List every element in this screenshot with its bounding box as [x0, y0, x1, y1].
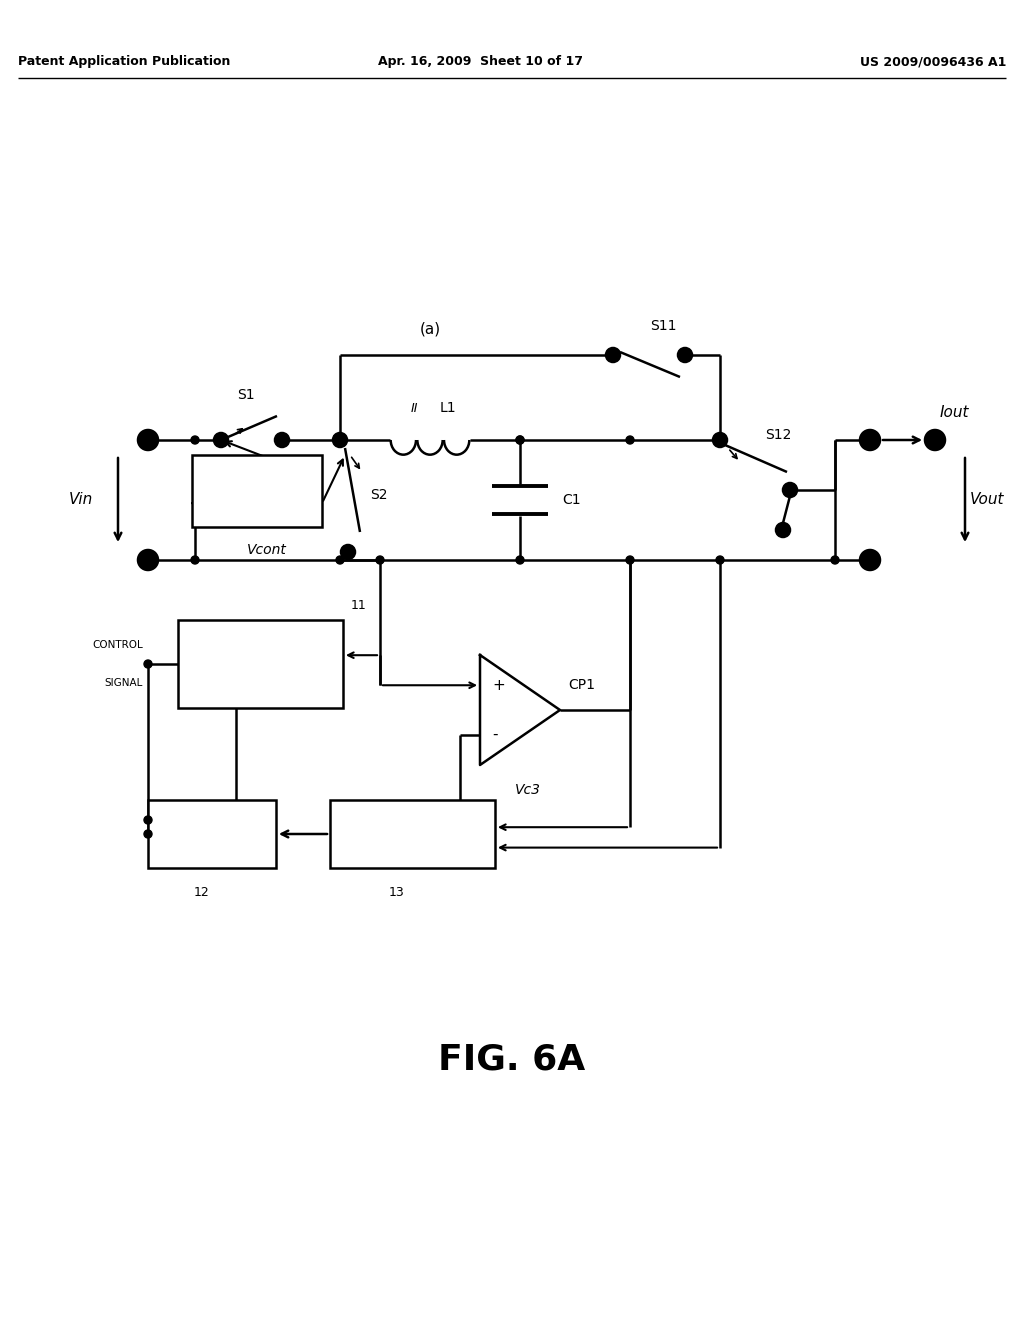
- Circle shape: [516, 556, 524, 564]
- Circle shape: [716, 556, 724, 564]
- Text: DRIVE: DRIVE: [238, 474, 276, 483]
- Text: ON/OFF: ON/OFF: [189, 818, 234, 829]
- Text: US 2009/0096436 A1: US 2009/0096436 A1: [859, 55, 1006, 69]
- Circle shape: [713, 433, 727, 447]
- Text: S11: S11: [650, 319, 677, 333]
- Bar: [330, 800, 495, 869]
- Circle shape: [138, 550, 158, 570]
- Bar: [193, 455, 322, 527]
- Text: Vin: Vin: [69, 492, 93, 507]
- Circle shape: [606, 348, 620, 362]
- Bar: [148, 800, 276, 869]
- Circle shape: [776, 523, 790, 537]
- Circle shape: [860, 550, 880, 570]
- Text: CIRCUIT: CIRCUIT: [389, 847, 435, 858]
- Text: 1: 1: [332, 434, 340, 447]
- Circle shape: [516, 436, 524, 444]
- Text: Iout: Iout: [940, 405, 970, 420]
- Circle shape: [341, 545, 355, 558]
- Text: Patent Application Publication: Patent Application Publication: [18, 55, 230, 69]
- Text: (a): (a): [420, 322, 440, 337]
- Text: S1: S1: [238, 388, 255, 403]
- Circle shape: [333, 433, 347, 447]
- Text: CIRCUIT: CIRCUIT: [232, 498, 282, 508]
- Text: S2: S2: [370, 488, 387, 502]
- Text: +: +: [492, 677, 505, 693]
- Text: L1: L1: [439, 401, 456, 414]
- Text: Vcont: Vcont: [247, 543, 287, 557]
- Circle shape: [275, 433, 289, 447]
- Text: CONTROL: CONTROL: [92, 640, 143, 649]
- Text: 11: 11: [351, 599, 367, 612]
- Circle shape: [516, 436, 524, 444]
- Circle shape: [860, 430, 880, 450]
- Circle shape: [678, 348, 692, 362]
- Text: 13: 13: [389, 886, 404, 899]
- Text: CIRCUIT: CIRCUIT: [188, 841, 236, 851]
- Text: II: II: [411, 401, 418, 414]
- Circle shape: [138, 430, 158, 450]
- Text: CP1: CP1: [568, 678, 595, 692]
- Text: SIGNAL: SIGNAL: [104, 678, 143, 688]
- Text: S12: S12: [765, 428, 792, 442]
- Circle shape: [376, 556, 384, 564]
- Text: Apr. 16, 2009  Sheet 10 of 17: Apr. 16, 2009 Sheet 10 of 17: [378, 55, 583, 69]
- Circle shape: [336, 556, 344, 564]
- Text: Vc3: Vc3: [515, 783, 541, 797]
- Bar: [178, 620, 343, 708]
- Circle shape: [336, 436, 344, 444]
- Text: C1: C1: [562, 492, 581, 507]
- Text: FIG. 6A: FIG. 6A: [438, 1043, 586, 1077]
- Text: -: -: [492, 727, 498, 742]
- Circle shape: [626, 556, 634, 564]
- Text: CURRENT: CURRENT: [384, 812, 439, 821]
- Text: 12: 12: [195, 886, 210, 899]
- Circle shape: [783, 483, 797, 498]
- Circle shape: [144, 660, 152, 668]
- Circle shape: [214, 433, 228, 447]
- Circle shape: [716, 436, 724, 444]
- Text: GENERATION: GENERATION: [222, 659, 298, 669]
- Circle shape: [144, 816, 152, 824]
- Circle shape: [831, 556, 839, 564]
- Circle shape: [925, 430, 945, 450]
- Circle shape: [191, 436, 199, 444]
- Text: PWM SIGNAL: PWM SIGNAL: [222, 636, 298, 645]
- Circle shape: [144, 830, 152, 838]
- Circle shape: [626, 436, 634, 444]
- Text: DETECTION: DETECTION: [379, 830, 445, 841]
- Circle shape: [191, 556, 199, 564]
- Text: CIRCUIT: CIRCUIT: [237, 682, 284, 692]
- Text: Vout: Vout: [970, 492, 1005, 507]
